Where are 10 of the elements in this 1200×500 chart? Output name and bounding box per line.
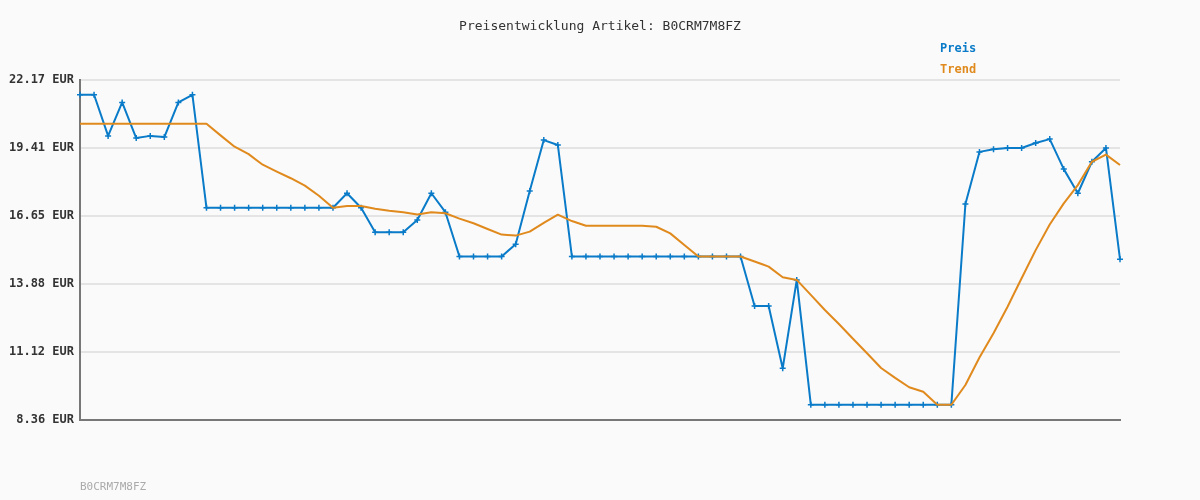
text: Trend <box>940 61 977 78</box>
chart-title: Preisentwicklung Artikel: B0CRM7M8FZ <box>458 18 742 33</box>
y-tick-label: 19.41 EUR <box>8 140 75 155</box>
y-tick-label: 8.36 EUR <box>16 412 75 427</box>
y-tick-label: 22.17 EUR <box>8 72 75 87</box>
y-tick-label: 13.88 EUR <box>8 276 75 291</box>
y-tick-label: 16.65 EUR <box>8 208 75 223</box>
text: Preis <box>940 40 977 57</box>
text: B0CRM7M8FZ <box>80 480 147 493</box>
y-tick-label: 11.12 EUR <box>8 344 75 359</box>
